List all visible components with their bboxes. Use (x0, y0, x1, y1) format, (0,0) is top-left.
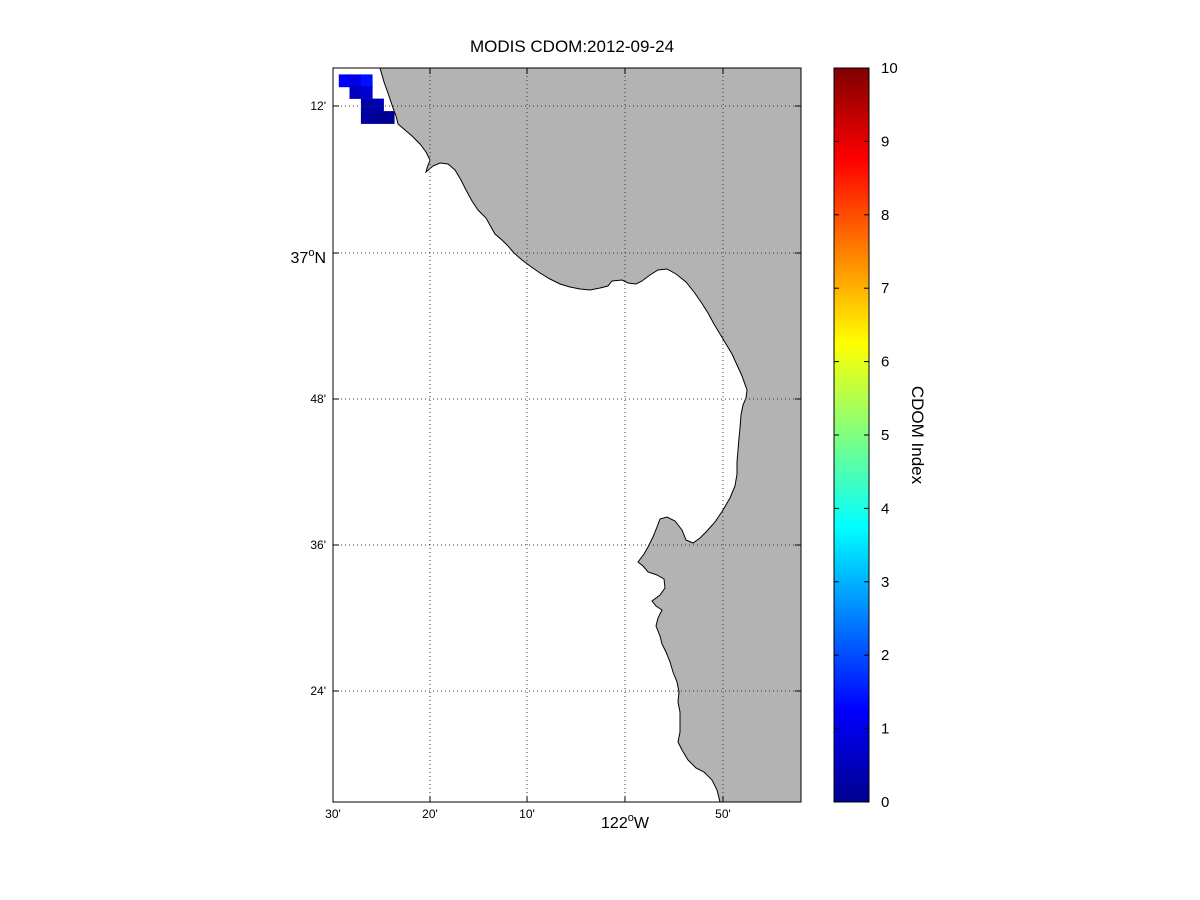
x-tick-label: 50' (715, 807, 731, 821)
colorbar-tick-label: 2 (881, 647, 889, 664)
colorbar-tick-label: 7 (881, 280, 889, 297)
colorbar-tick-label: 1 (881, 721, 889, 738)
cdom-cell (372, 98, 384, 112)
x-tick-label: 30' (325, 807, 341, 821)
figure-title: MODIS CDOM:2012-09-24 (470, 37, 674, 56)
cdom-cell (360, 74, 373, 88)
y-main-deg: 37 (291, 250, 309, 267)
cdom-cell (338, 74, 351, 88)
colorbar-ticks: 0 1 2 3 4 5 6 7 8 9 10 (834, 60, 898, 811)
y-main-deg-symbol: o (308, 247, 314, 259)
map-tick-marks (333, 68, 801, 802)
colorbar-tick-label: 6 (881, 354, 889, 371)
colorbar-label: CDOM Index (908, 386, 927, 485)
colorbar-tick-label: 4 (881, 500, 889, 517)
colorbar-tick-label: 5 (881, 427, 889, 444)
x-tick-label: 20' (422, 807, 438, 821)
y-tick-labels: 12' 37oN 48' 36' 24' (291, 99, 326, 698)
colorbar-tick-label: 8 (881, 207, 889, 224)
y-tick-label-main: 37oN (291, 247, 326, 267)
x-main-hemisphere: W (634, 815, 650, 832)
colorbar-gradient (833, 67, 870, 803)
cdom-cell (349, 74, 362, 88)
land-polygon (379, 68, 801, 802)
colorbar: 0 1 2 3 4 5 6 7 8 9 10 CDOM Index (833, 60, 927, 811)
x-main-deg: 122 (601, 815, 628, 832)
map-frame (332, 67, 802, 803)
colorbar-tick-label: 10 (881, 60, 898, 77)
y-tick-label: 48' (310, 392, 326, 406)
cdom-cells (338, 74, 395, 124)
cdom-cell (360, 86, 373, 99)
colorbar-tick-label: 9 (881, 133, 889, 150)
x-tick-label: 10' (519, 807, 535, 821)
cdom-cell (349, 86, 362, 99)
cdom-cell (360, 111, 373, 124)
cdom-cell (360, 98, 373, 112)
colorbar-tick-label: 3 (881, 574, 889, 591)
x-tick-labels: 30' 20' 10' 122oW 50' (325, 807, 731, 832)
y-tick-label: 36' (310, 538, 326, 552)
y-tick-label: 12' (310, 99, 326, 113)
x-main-deg-symbol: o (628, 812, 634, 824)
x-tick-label-main: 122oW (601, 812, 650, 832)
cdom-cell (382, 111, 395, 124)
y-main-hemisphere: N (314, 250, 326, 267)
y-tick-label: 24' (310, 684, 326, 698)
cdom-cell (372, 111, 384, 124)
colorbar-tick-label: 0 (881, 794, 889, 811)
map-axes: 30' 20' 10' 122oW 50' 12' 37oN 48' 36' 2… (291, 67, 802, 832)
